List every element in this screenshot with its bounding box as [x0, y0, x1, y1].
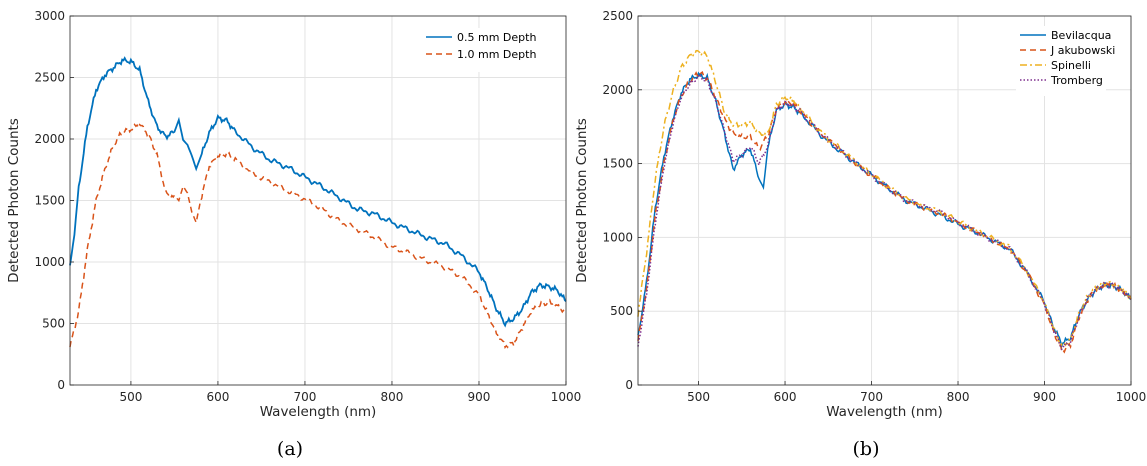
gridlines-a [70, 15, 567, 386]
x-tick-label: 600 [774, 390, 797, 404]
caption-a: (a) [277, 438, 303, 460]
plot-frame-b [637, 15, 1132, 386]
y-axis-label-b: Detected Photon Counts [574, 118, 590, 283]
y-tick-label: 2000 [34, 132, 65, 146]
legend-label: Tromberg [1050, 74, 1103, 87]
y-tick-label: 0 [57, 378, 65, 392]
x-tick-label: 1000 [1116, 390, 1147, 404]
x-tick-label: 1000 [551, 390, 582, 404]
y-tick-label: 2500 [602, 9, 633, 23]
legend-a: 0.5 mm Depth 1.0 mm Depth [422, 28, 548, 72]
y-axis-label-a: Detected Photon Counts [6, 118, 22, 283]
legend-label: 1.0 mm Depth [457, 48, 536, 61]
series-line-1-0-mm-depth [69, 123, 567, 349]
y-tick-label: 2500 [34, 71, 65, 85]
x-tick-label: 500 [687, 390, 710, 404]
legend-label: Spinelli [1051, 59, 1091, 72]
y-tick-label: 500 [42, 317, 65, 331]
series-group-b [637, 49, 1132, 354]
x-tick-label: 600 [206, 390, 229, 404]
y-tick-label: 0 [625, 378, 633, 392]
series-line-tromberg [637, 72, 1132, 351]
x-tick-label: 800 [947, 390, 970, 404]
chart-panel-b: 500 600 700 800 900 100005001000150020002500 … [574, 9, 1146, 460]
x-tick-label: 900 [1033, 390, 1056, 404]
legend-label: Bevilacqua [1051, 29, 1111, 42]
caption-b: (b) [853, 438, 880, 460]
y-tick-label: 3000 [34, 9, 65, 23]
x-axis-label-b: Wavelength (nm) [826, 404, 943, 420]
x-tick-label: 800 [381, 390, 404, 404]
x-axis-label-a: Wavelength (nm) [260, 404, 377, 420]
y-tick-label: 1000 [34, 255, 65, 269]
legend-label: 0.5 mm Depth [457, 31, 536, 44]
series-line-j-akubowski [637, 71, 1132, 354]
legend-box [422, 28, 548, 72]
series-line-0-5-mm-depth [69, 56, 567, 328]
legend-label: J akubowski [1050, 44, 1115, 57]
legend-box [1016, 26, 1106, 96]
y-tick-label: 1500 [602, 157, 633, 171]
x-tick-label: 700 [293, 390, 316, 404]
y-tick-label: 1500 [34, 194, 65, 208]
x-tick-label: 900 [468, 390, 491, 404]
y-tick-label: 2000 [602, 83, 633, 97]
series-group-a [69, 56, 567, 349]
chart-panel-a: 500 600 700 800 900 1000 0 500 1000 1500 2000 2500 3… [6, 9, 581, 460]
legend-b: Bevilacqua J akubowski Spinelli Tromberg [1016, 26, 1115, 96]
x-tick-label: 700 [860, 390, 883, 404]
x-tick-label: 500 [119, 390, 142, 404]
ticks-b: 500 600 700 800 900 1000 0 500 1000 1500 2000 2500 [602, 9, 1146, 404]
series-line-spinelli [637, 49, 1132, 347]
y-tick-label: 500 [610, 304, 633, 318]
ticks-a: 500 600 700 800 900 1000 0 500 1000 1500 2000 2500 3… [34, 9, 581, 404]
y-tick-label: 1000 [602, 230, 633, 244]
